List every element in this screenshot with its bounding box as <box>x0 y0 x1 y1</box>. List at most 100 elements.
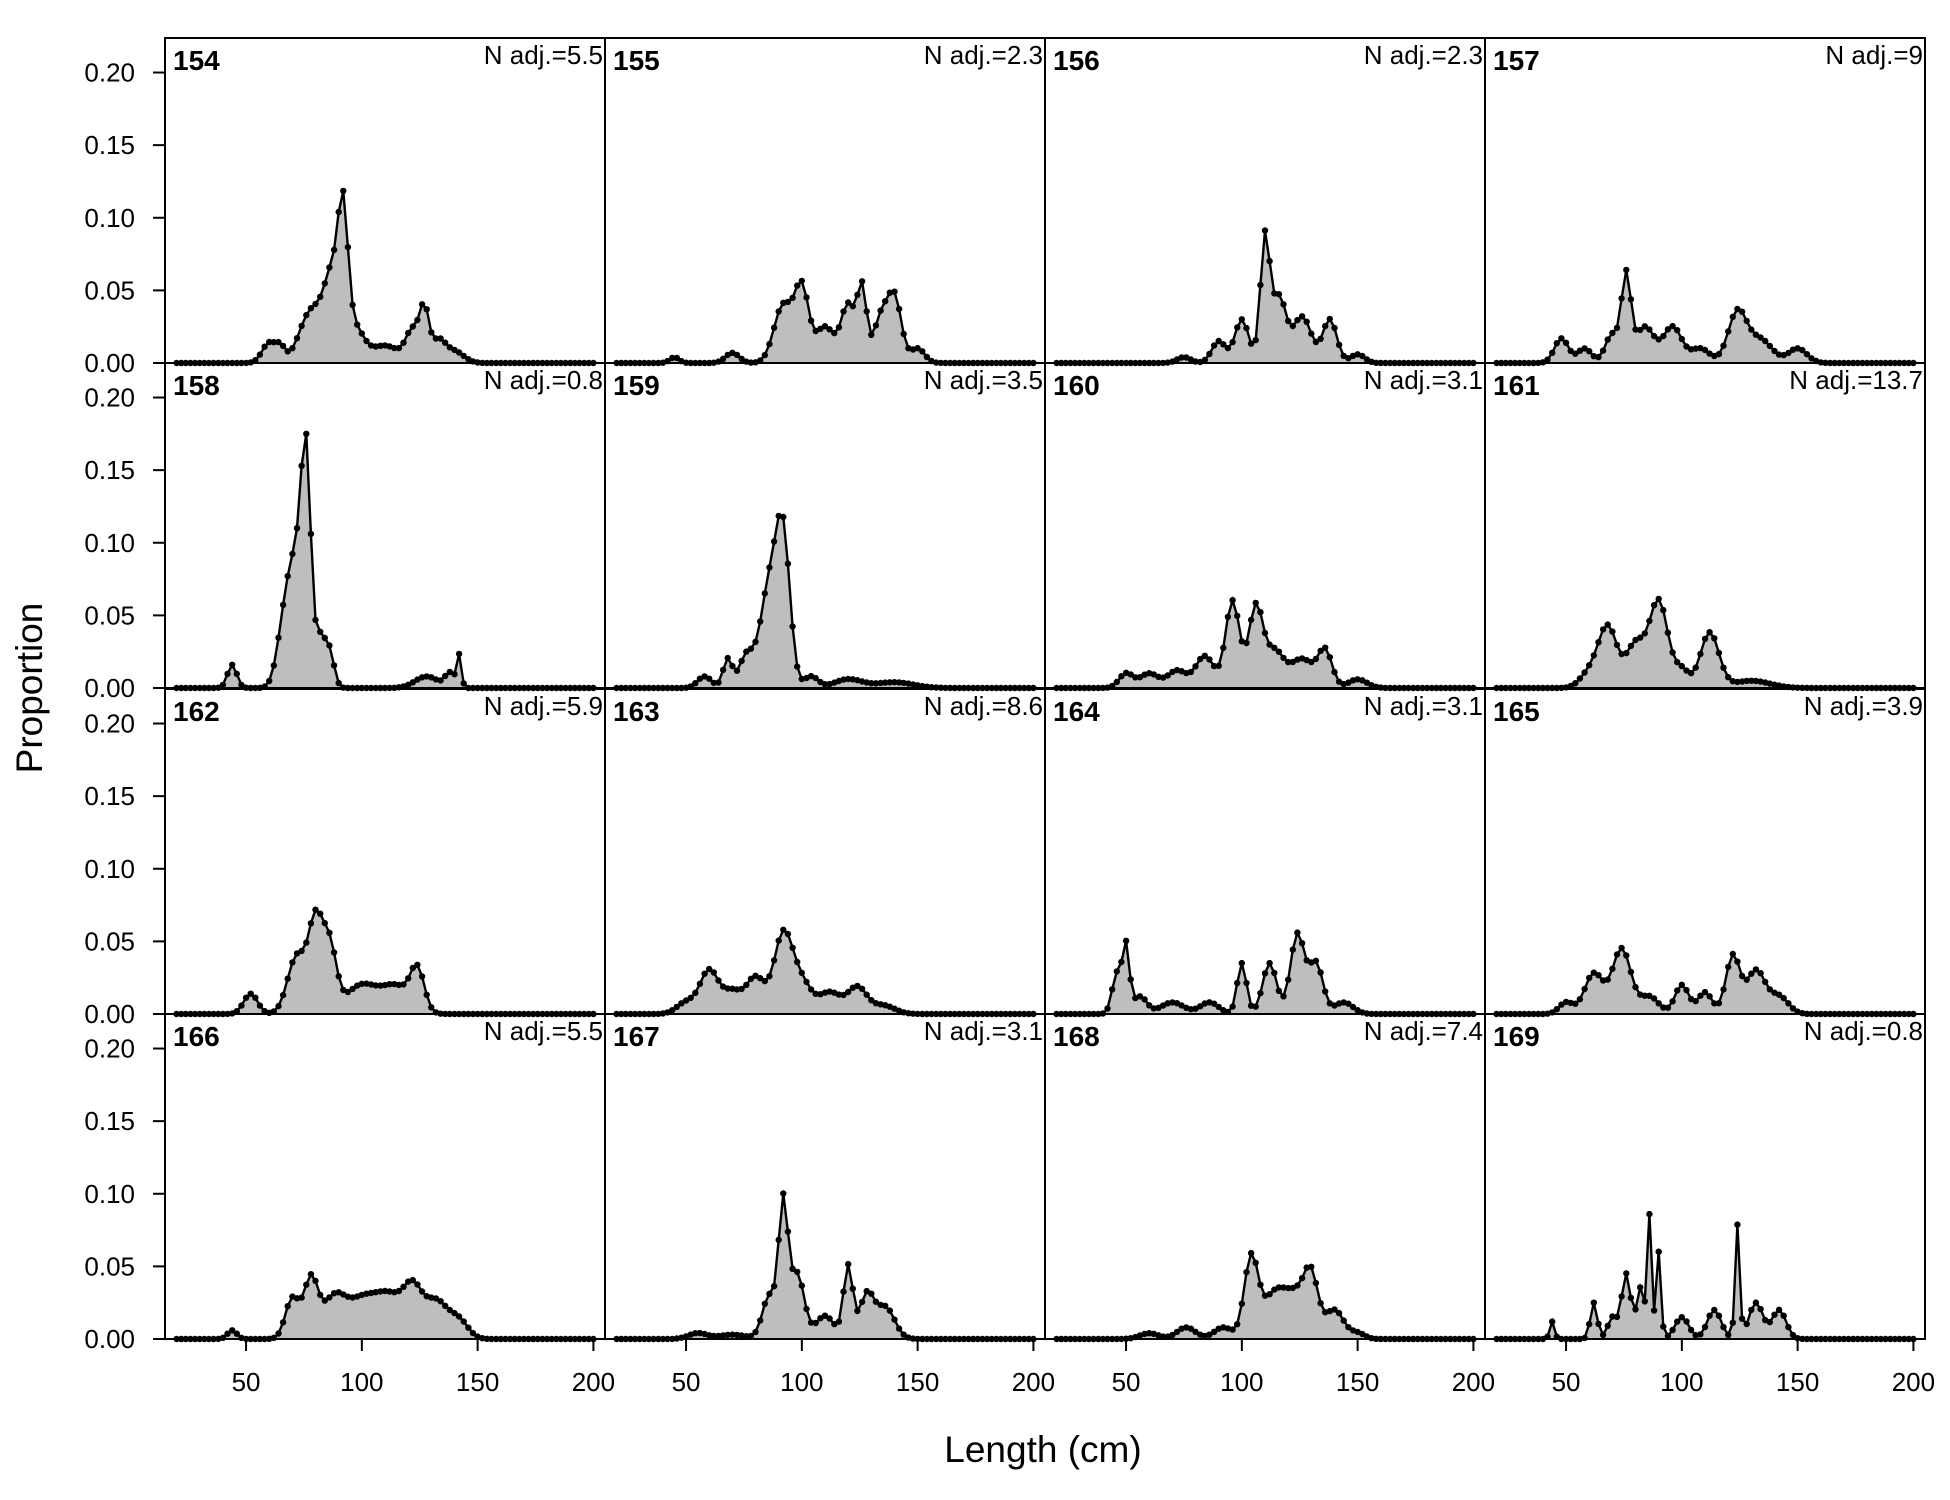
y-tick-label: 0.00 <box>84 1324 135 1354</box>
data-point <box>1572 350 1579 357</box>
data-point <box>1192 1005 1199 1012</box>
data-point <box>465 1324 472 1331</box>
y-tick-label: 0.05 <box>84 1251 135 1281</box>
data-point <box>409 1276 416 1284</box>
data-point <box>701 970 708 977</box>
data-point <box>1234 612 1241 620</box>
data-point <box>233 670 240 678</box>
data-point <box>1303 318 1310 325</box>
data-point <box>1576 996 1584 1003</box>
data-point <box>1331 668 1338 676</box>
data-point <box>1720 342 1727 349</box>
n-adj-label: N adj.=5.5 <box>484 1016 603 1046</box>
data-point <box>738 985 745 993</box>
data-point <box>1641 323 1649 330</box>
panel-161: 161 N adj.=13.7 <box>1484 362 1926 692</box>
data-point <box>858 278 866 285</box>
data-point <box>1613 324 1621 332</box>
data-point <box>891 1316 898 1323</box>
data-point <box>900 679 907 687</box>
data-point <box>1289 946 1297 953</box>
data-point <box>275 1002 282 1010</box>
data-point <box>840 676 847 683</box>
data-point <box>1266 1291 1273 1298</box>
data-point <box>724 1331 731 1339</box>
data-point <box>1590 969 1598 976</box>
y-tick-label: 0.10 <box>84 1179 135 1209</box>
series-points <box>1493 1210 1917 1343</box>
data-point <box>854 1307 861 1315</box>
data-point <box>1294 316 1301 324</box>
data-point <box>1655 1248 1662 1255</box>
data-point <box>1757 334 1764 341</box>
data-point <box>1257 281 1264 289</box>
x-tick-label: 150 <box>1776 1367 1819 1397</box>
data-point <box>1285 317 1292 325</box>
data-point <box>1646 1210 1653 1218</box>
data-point <box>321 919 328 927</box>
data-point <box>1752 677 1760 685</box>
x-tick-label: 200 <box>1892 1367 1935 1397</box>
data-point <box>1623 952 1630 959</box>
data-point <box>414 961 421 968</box>
data-point <box>1641 630 1649 637</box>
data-point <box>275 1330 282 1337</box>
data-point <box>1697 1331 1704 1338</box>
data-point <box>775 937 782 944</box>
data-point <box>293 525 301 532</box>
data-point <box>1632 983 1639 991</box>
data-point <box>409 323 416 330</box>
y-axis-label: Proportion <box>9 603 50 774</box>
data-point <box>1261 970 1269 977</box>
data-point <box>460 1318 467 1325</box>
data-point <box>1136 674 1144 681</box>
data-point <box>418 1288 426 1295</box>
data-point <box>1780 994 1787 1002</box>
series-area <box>616 515 1034 688</box>
data-point <box>270 662 277 669</box>
data-point <box>238 1002 245 1009</box>
data-point <box>455 349 463 356</box>
data-point <box>1549 1318 1556 1325</box>
data-point <box>1289 322 1297 330</box>
x-tick-label: 50 <box>1112 1367 1141 1397</box>
y-tick-label: 0.05 <box>84 600 135 630</box>
data-point <box>1650 602 1658 609</box>
x-tick-label: 150 <box>896 1367 939 1397</box>
panel-160: 160 N adj.=3.1 <box>1044 362 1486 692</box>
y-tick-label: 0.15 <box>84 130 135 160</box>
data-point <box>455 1313 463 1320</box>
data-point <box>418 973 426 980</box>
data-point <box>1762 337 1769 345</box>
panel-167: 167 N adj.=3.1 50 100 150 200 <box>604 1013 1055 1397</box>
data-point <box>1220 341 1227 348</box>
series-points <box>613 512 1037 692</box>
data-point <box>326 1294 333 1301</box>
data-point <box>729 1331 736 1338</box>
data-point <box>1206 656 1213 663</box>
data-point <box>1215 662 1222 669</box>
data-point <box>1275 291 1283 298</box>
data-point <box>317 1291 324 1299</box>
data-point <box>1789 1005 1797 1012</box>
data-point <box>1613 1313 1621 1321</box>
data-point <box>326 264 333 271</box>
data-point <box>1257 609 1264 616</box>
data-point <box>1118 958 1125 966</box>
data-point <box>710 1332 717 1340</box>
y-tick-label: 0.00 <box>84 999 135 1029</box>
data-point <box>858 1298 866 1306</box>
data-point <box>312 616 319 624</box>
data-point <box>807 986 815 993</box>
data-point <box>770 324 778 331</box>
data-point <box>803 1305 810 1313</box>
x-tick-label: 200 <box>1012 1367 1055 1397</box>
data-point <box>1613 641 1621 649</box>
data-point <box>1646 992 1653 999</box>
series-points <box>1053 1249 1477 1343</box>
data-point <box>1586 348 1593 355</box>
data-point <box>1627 296 1635 303</box>
data-point <box>1275 648 1283 655</box>
data-point <box>233 1330 240 1337</box>
